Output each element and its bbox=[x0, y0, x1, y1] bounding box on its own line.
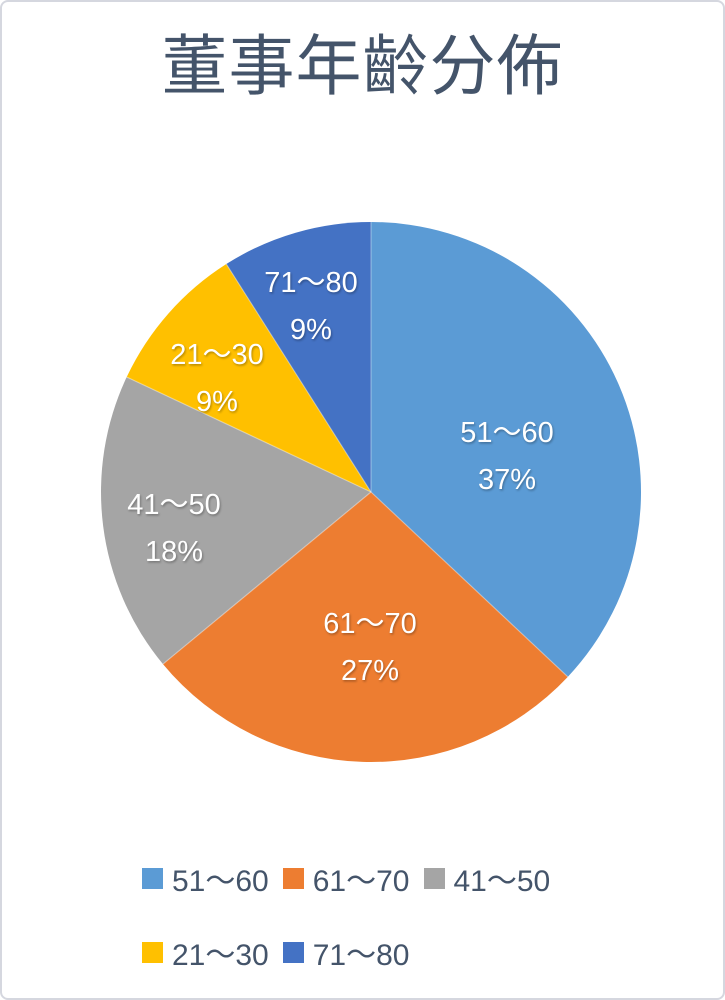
legend-item-51-60[interactable]: 51～60 bbox=[142, 856, 269, 900]
legend-item-label: 21～30 bbox=[172, 939, 269, 972]
pie-slice-71～80[interactable] bbox=[226, 222, 371, 492]
legend-swatch-icon bbox=[282, 867, 304, 889]
pie-slice-61～70[interactable] bbox=[162, 492, 568, 762]
legend: 51～60 61～70 41～50 21～30 71～80 bbox=[142, 856, 617, 974]
legend-item-label: 71～80 bbox=[312, 939, 410, 972]
legend-item-61-70[interactable]: 61～70 bbox=[282, 856, 410, 900]
pie-slice-51～60[interactable] bbox=[371, 222, 642, 677]
pie-svg bbox=[101, 222, 642, 762]
legend-swatch-icon bbox=[142, 867, 163, 889]
pie-slice-41～50[interactable] bbox=[101, 377, 372, 665]
legend-item-label: 51～60 bbox=[172, 865, 269, 898]
legend-item-label: 61～70 bbox=[312, 865, 410, 898]
legend-item-21-30[interactable]: 21～30 bbox=[142, 930, 269, 974]
pie-slice-21～30[interactable] bbox=[126, 264, 371, 492]
slice-divider bbox=[126, 376, 372, 493]
legend-item-71-80[interactable]: 71～80 bbox=[282, 930, 410, 974]
legend-item-41-50[interactable]: 41～50 bbox=[423, 856, 551, 900]
legend-swatch-icon bbox=[282, 941, 304, 963]
slice-divider bbox=[370, 491, 569, 678]
legend-swatch-icon bbox=[142, 941, 163, 963]
slice-divider bbox=[162, 491, 372, 665]
legend-item-label: 41～50 bbox=[453, 865, 551, 898]
chart-title: 董事年齡分佈 bbox=[161, 28, 564, 105]
slice-divider bbox=[225, 263, 372, 493]
legend-swatch-icon bbox=[423, 867, 445, 889]
pie-chart bbox=[100, 221, 642, 763]
